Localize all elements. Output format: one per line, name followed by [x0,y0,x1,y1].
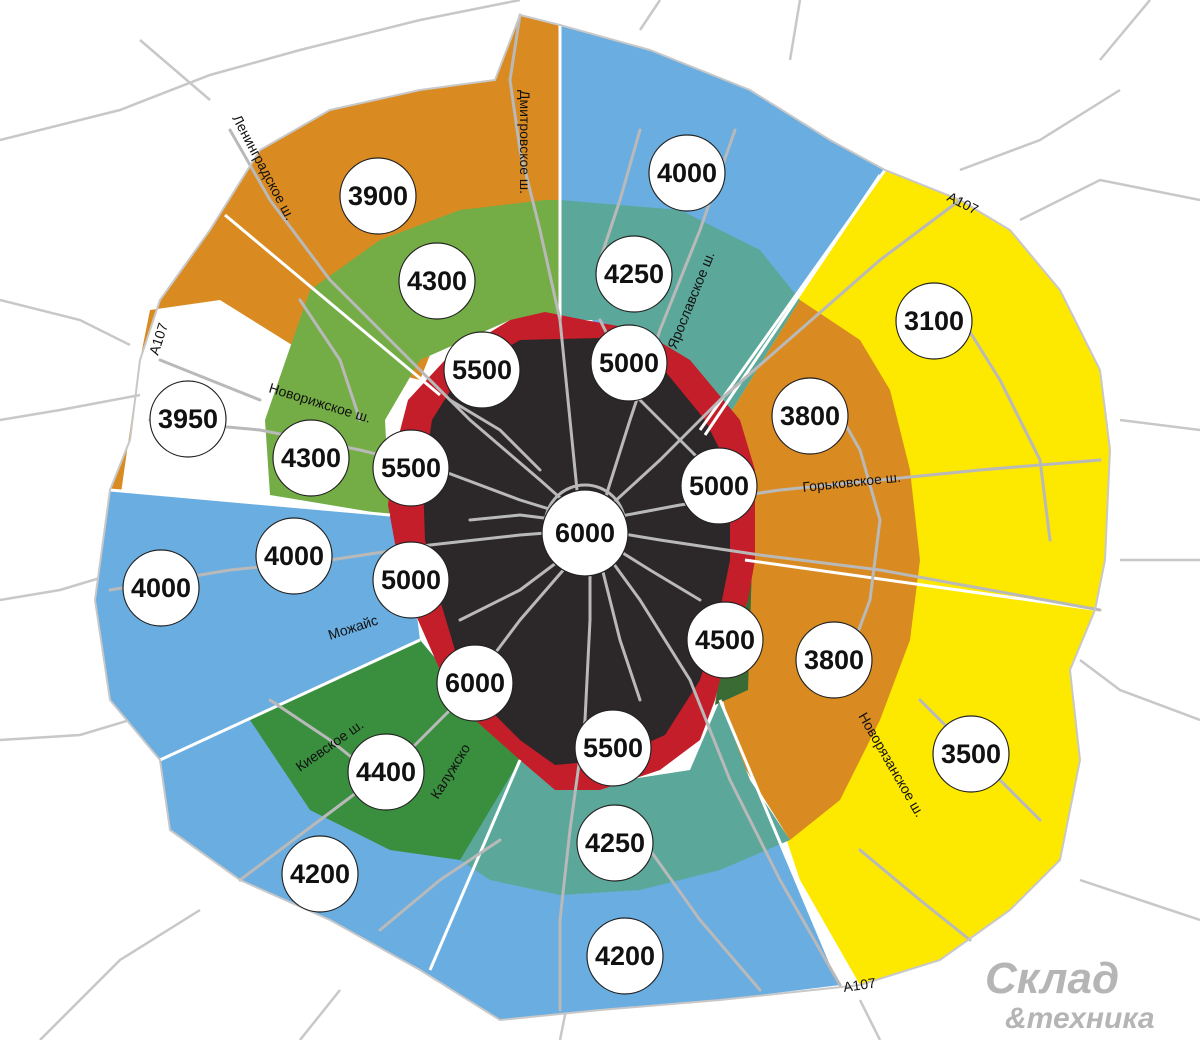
price-badge: 4250 [576,804,654,882]
zone-mid-south-teal [460,700,790,895]
price-label: 3100 [904,306,964,336]
price-badge: 3800 [771,377,849,455]
price-badge: 4250 [595,235,673,313]
price-badge: 5500 [443,331,521,409]
price-label: 3500 [941,739,1001,769]
price-badge: 5000 [372,541,450,619]
price-badge: 3100 [895,282,973,360]
price-badge: 5500 [372,429,450,507]
price-badge: 4000 [648,134,726,212]
price-label: 6000 [555,518,615,548]
logo-line2: &техника [1005,1002,1155,1035]
price-label: 5500 [452,355,512,385]
price-label: 5000 [599,348,659,378]
price-label: 3800 [780,401,840,431]
price-badge: 5500 [574,709,652,787]
price-badge: 6000 [436,644,514,722]
price-label: 4000 [131,573,191,603]
price-label: 4300 [407,266,467,296]
price-label: 5500 [583,733,643,763]
price-badges: 6000 5500 5000 5500 5000 5000 4500 6000 … [122,134,1010,995]
price-badge: 6000 [541,489,629,577]
price-badge: 4200 [281,835,359,913]
price-label: 3800 [804,645,864,675]
price-label: 4200 [595,941,655,971]
price-badge: 3900 [339,157,417,235]
price-label: 5000 [381,565,441,595]
price-badge: 5000 [590,324,668,402]
logo-line1: Склад [985,954,1119,1003]
price-label: 4300 [281,443,341,473]
price-label: 3950 [158,404,218,434]
price-badge: 4200 [586,917,664,995]
logo-watermark: Склад &техника [985,954,1155,1035]
price-badge: 3500 [932,715,1010,793]
price-badge: 4400 [347,733,425,811]
price-badge: 3950 [149,380,227,458]
label-a107-s: A107 [842,975,877,995]
price-label: 4250 [604,259,664,289]
price-label: 6000 [445,668,505,698]
price-badge: 4000 [255,517,333,595]
price-label: 4200 [290,859,350,889]
price-label: 4400 [356,757,416,787]
price-label: 4500 [695,625,755,655]
price-label: 4250 [585,828,645,858]
price-label: 4000 [657,158,717,188]
price-label: 5500 [381,453,441,483]
price-badge: 3800 [795,621,873,699]
price-label: 5000 [689,471,749,501]
price-badge: 5000 [680,447,758,525]
zone-outer-northwest-orange [110,15,560,515]
price-badge: 4300 [272,419,350,497]
price-badge: 4500 [686,601,764,679]
price-label: 3900 [348,181,408,211]
price-badge: 4000 [122,549,200,627]
zone-dividers [109,25,1101,986]
region-outline [93,13,1112,1022]
price-label: 4000 [264,541,324,571]
price-badge: 4300 [398,242,476,320]
label-dmitrovskoe: Дмитровское ш. [517,90,533,194]
